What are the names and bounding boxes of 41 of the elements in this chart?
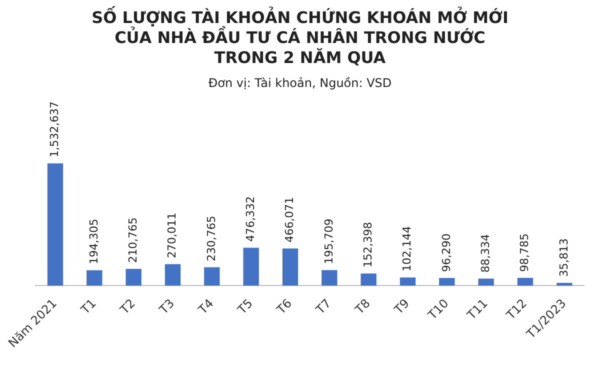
data-label: 102,144 [400,226,414,272]
data-label: 194,305 [87,218,100,264]
bar [517,278,534,286]
x-tick-label: T9 [390,296,412,318]
bar [360,274,376,286]
data-label: 35,813 [557,238,570,277]
bar [400,278,416,286]
data-label: 476,332 [244,196,257,242]
x-tick-label: T7 [312,296,334,318]
bar [282,248,298,286]
data-label: 1,532,637 [48,101,62,158]
data-label: 230,765 [204,216,218,262]
x-tick-label: T12 [502,296,530,323]
bar [86,270,102,286]
x-tick-label: T2 [116,296,138,318]
data-label: 88,334 [478,234,492,273]
x-tick-label: T1 [78,296,99,318]
data-label: 270,011 [166,212,179,258]
data-label: 466,071 [283,197,296,243]
data-label: 152,398 [361,222,374,268]
bar [47,163,64,286]
bar [204,267,220,286]
x-tick-label: T4 [195,296,216,318]
x-tick-label: T5 [234,296,256,318]
data-label: 98,785 [518,233,532,272]
data-label: 195,709 [322,218,336,264]
bar [164,264,181,286]
bar [243,248,259,286]
data-label: 96,290 [440,234,453,272]
data-label: 210,765 [126,217,140,263]
bar [478,278,494,286]
x-tick-label: T3 [156,296,178,318]
bar [322,270,338,286]
x-tick-label: T8 [352,296,373,318]
x-tick-label: T6 [273,296,295,318]
chart-subtitle: Đơn vị: Tài khoản, Nguồn: VSD [207,76,393,90]
x-tick-label: T11 [464,296,490,323]
bar [126,268,142,286]
chart-title: SỐ LƯỢNG TÀI KHOẢN CHỨNG KHOÁN MỞ MỚI CỦA NHÀ ĐẦU TƯ CÁ NHÂN TRONG NƯỚC TRONG 2 NĂM QUA [90,8,510,68]
bar [439,278,455,286]
x-tick-label: T10 [424,296,452,323]
